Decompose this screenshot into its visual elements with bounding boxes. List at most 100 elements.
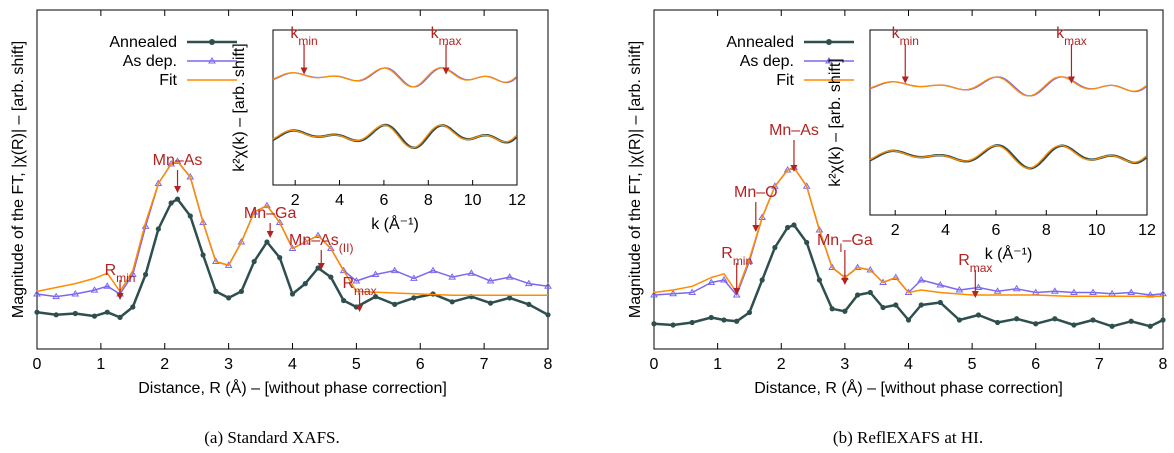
inset-frame [869,29,1148,216]
inset-annotation-arrowhead [901,76,909,84]
legend-entry: Annealed [726,34,794,51]
data-point-annealed [651,321,657,327]
data-point-annealed [53,312,59,318]
data-point-asdep [732,291,741,298]
x-axis-label: Distance, R (Å) – [without phase correct… [754,378,1063,397]
data-point-annealed [264,239,270,245]
data-point-asdep [1089,288,1097,295]
data-point-annealed [277,255,283,261]
x-tick-label: 3 [840,356,849,373]
annotation-label: Mn–As [769,122,819,139]
x-tick-label: 8 [1159,356,1168,373]
annotation-label: Mn–As [153,152,203,169]
data-point-annealed [487,300,494,306]
data-point-annealed [315,265,321,271]
annotation-label-tail: –Ga [843,232,873,249]
data-point-annealed [341,297,347,304]
data-point-annealed [168,200,174,206]
data-point-annealed [1147,323,1153,329]
data-point-asdep [263,201,271,209]
inset-signal-line [869,144,1147,169]
data-point-annealed [142,271,149,278]
data-point-annealed [842,308,848,314]
data-point-annealed [200,252,206,258]
data-point-asdep [314,231,322,238]
series-line-annealed [653,223,1164,328]
data-point-annealed [117,314,123,320]
data-point-annealed [72,310,78,317]
inset-annotation-label-sub: max [1064,34,1087,48]
data-point-asdep [669,289,677,297]
annotation-arrowhead [174,186,182,193]
inset-x-tick-label: 6 [991,222,1000,239]
inset-y-axis-label: k²χ(k) – [arb. shift] [827,58,844,186]
inset-plot: 2 4 6 8 10 12k (Å⁻¹)k²χ(k) – [arb. shift]kmin… [231,25,526,233]
inset-x-tick-label: 12 [508,192,526,209]
data-point-asdep [390,266,399,274]
data-point-annealed [893,302,899,308]
data-point-asdep [52,292,61,300]
inset-frame [272,29,518,186]
data-point-annealed [213,288,219,294]
data-point-annealed [708,314,714,321]
data-point-asdep [993,287,1002,294]
data-point-annealed [689,319,695,326]
inset-x-tick-label: 10 [464,192,482,209]
data-point-asdep [173,157,182,164]
data-point-annealed [411,295,417,301]
data-point-asdep [828,263,837,270]
legend-marker [826,39,832,45]
data-point-asdep [275,218,284,225]
data-point-asdep [853,263,862,270]
inset-signal-line [272,124,517,149]
data-point-annealed [1160,317,1166,323]
data-point-annealed [1033,321,1039,327]
annotation-arrowhead [790,165,798,172]
data-point-annealed [1071,322,1077,328]
data-point-annealed [545,312,551,318]
data-point-annealed [507,295,513,301]
data-point-annealed [251,258,257,265]
x-tick-label: 0 [33,356,42,373]
inset-plot: 2 4 6 8 10 12k (Å⁻¹)k²χ(k) – [arb. shift]kmin… [827,25,1156,263]
x-tick-label: 0 [650,356,659,373]
data-point-asdep [409,274,418,281]
annotation-arrowhead [266,231,274,238]
data-point-asdep [339,266,348,274]
inset-x-axis-label: k (Å⁻¹) [371,214,419,233]
inset-x-tick-label: 10 [1088,222,1106,239]
inset-x-tick-label: 8 [1042,222,1051,239]
data-point-annealed [937,299,943,306]
x-tick-label: 6 [1031,356,1040,373]
data-point-annealed [746,309,753,316]
data-point-annealed [104,309,110,315]
x-tick-label: 3 [224,356,233,373]
figure-caption: (a) Standard XAFS. [204,428,340,447]
data-point-asdep [505,273,514,280]
data-point-annealed [526,301,532,307]
inset-x-tick-label: 4 [941,222,950,239]
data-point-annealed [1014,316,1020,322]
annotation-label-sub: I [839,241,842,255]
legend-entry: Fit [776,72,794,89]
data-point-annealed [1109,323,1115,329]
data-point-asdep [720,276,728,283]
data-point-asdep [650,291,658,298]
inset-x-axis-label: k (Å⁻¹) [985,244,1033,263]
data-point-asdep [1050,287,1059,294]
x-tick-label: 5 [968,356,977,373]
data-point-annealed [174,196,181,202]
data-point-annealed [905,317,912,323]
data-point-annealed [829,306,835,312]
x-tick-label: 4 [288,356,297,373]
inset-annotation-arrowhead [300,67,308,75]
data-point-annealed [238,288,244,294]
y-axis-label: Magnitude of the FT, |χ(R)| – [arb. shif… [10,41,27,318]
legend-entry: Fit [159,72,177,89]
annotation-label-sub: max [354,284,377,298]
data-point-asdep [371,270,380,277]
data-point-annealed [956,317,963,323]
inset-signal-line [272,67,517,88]
